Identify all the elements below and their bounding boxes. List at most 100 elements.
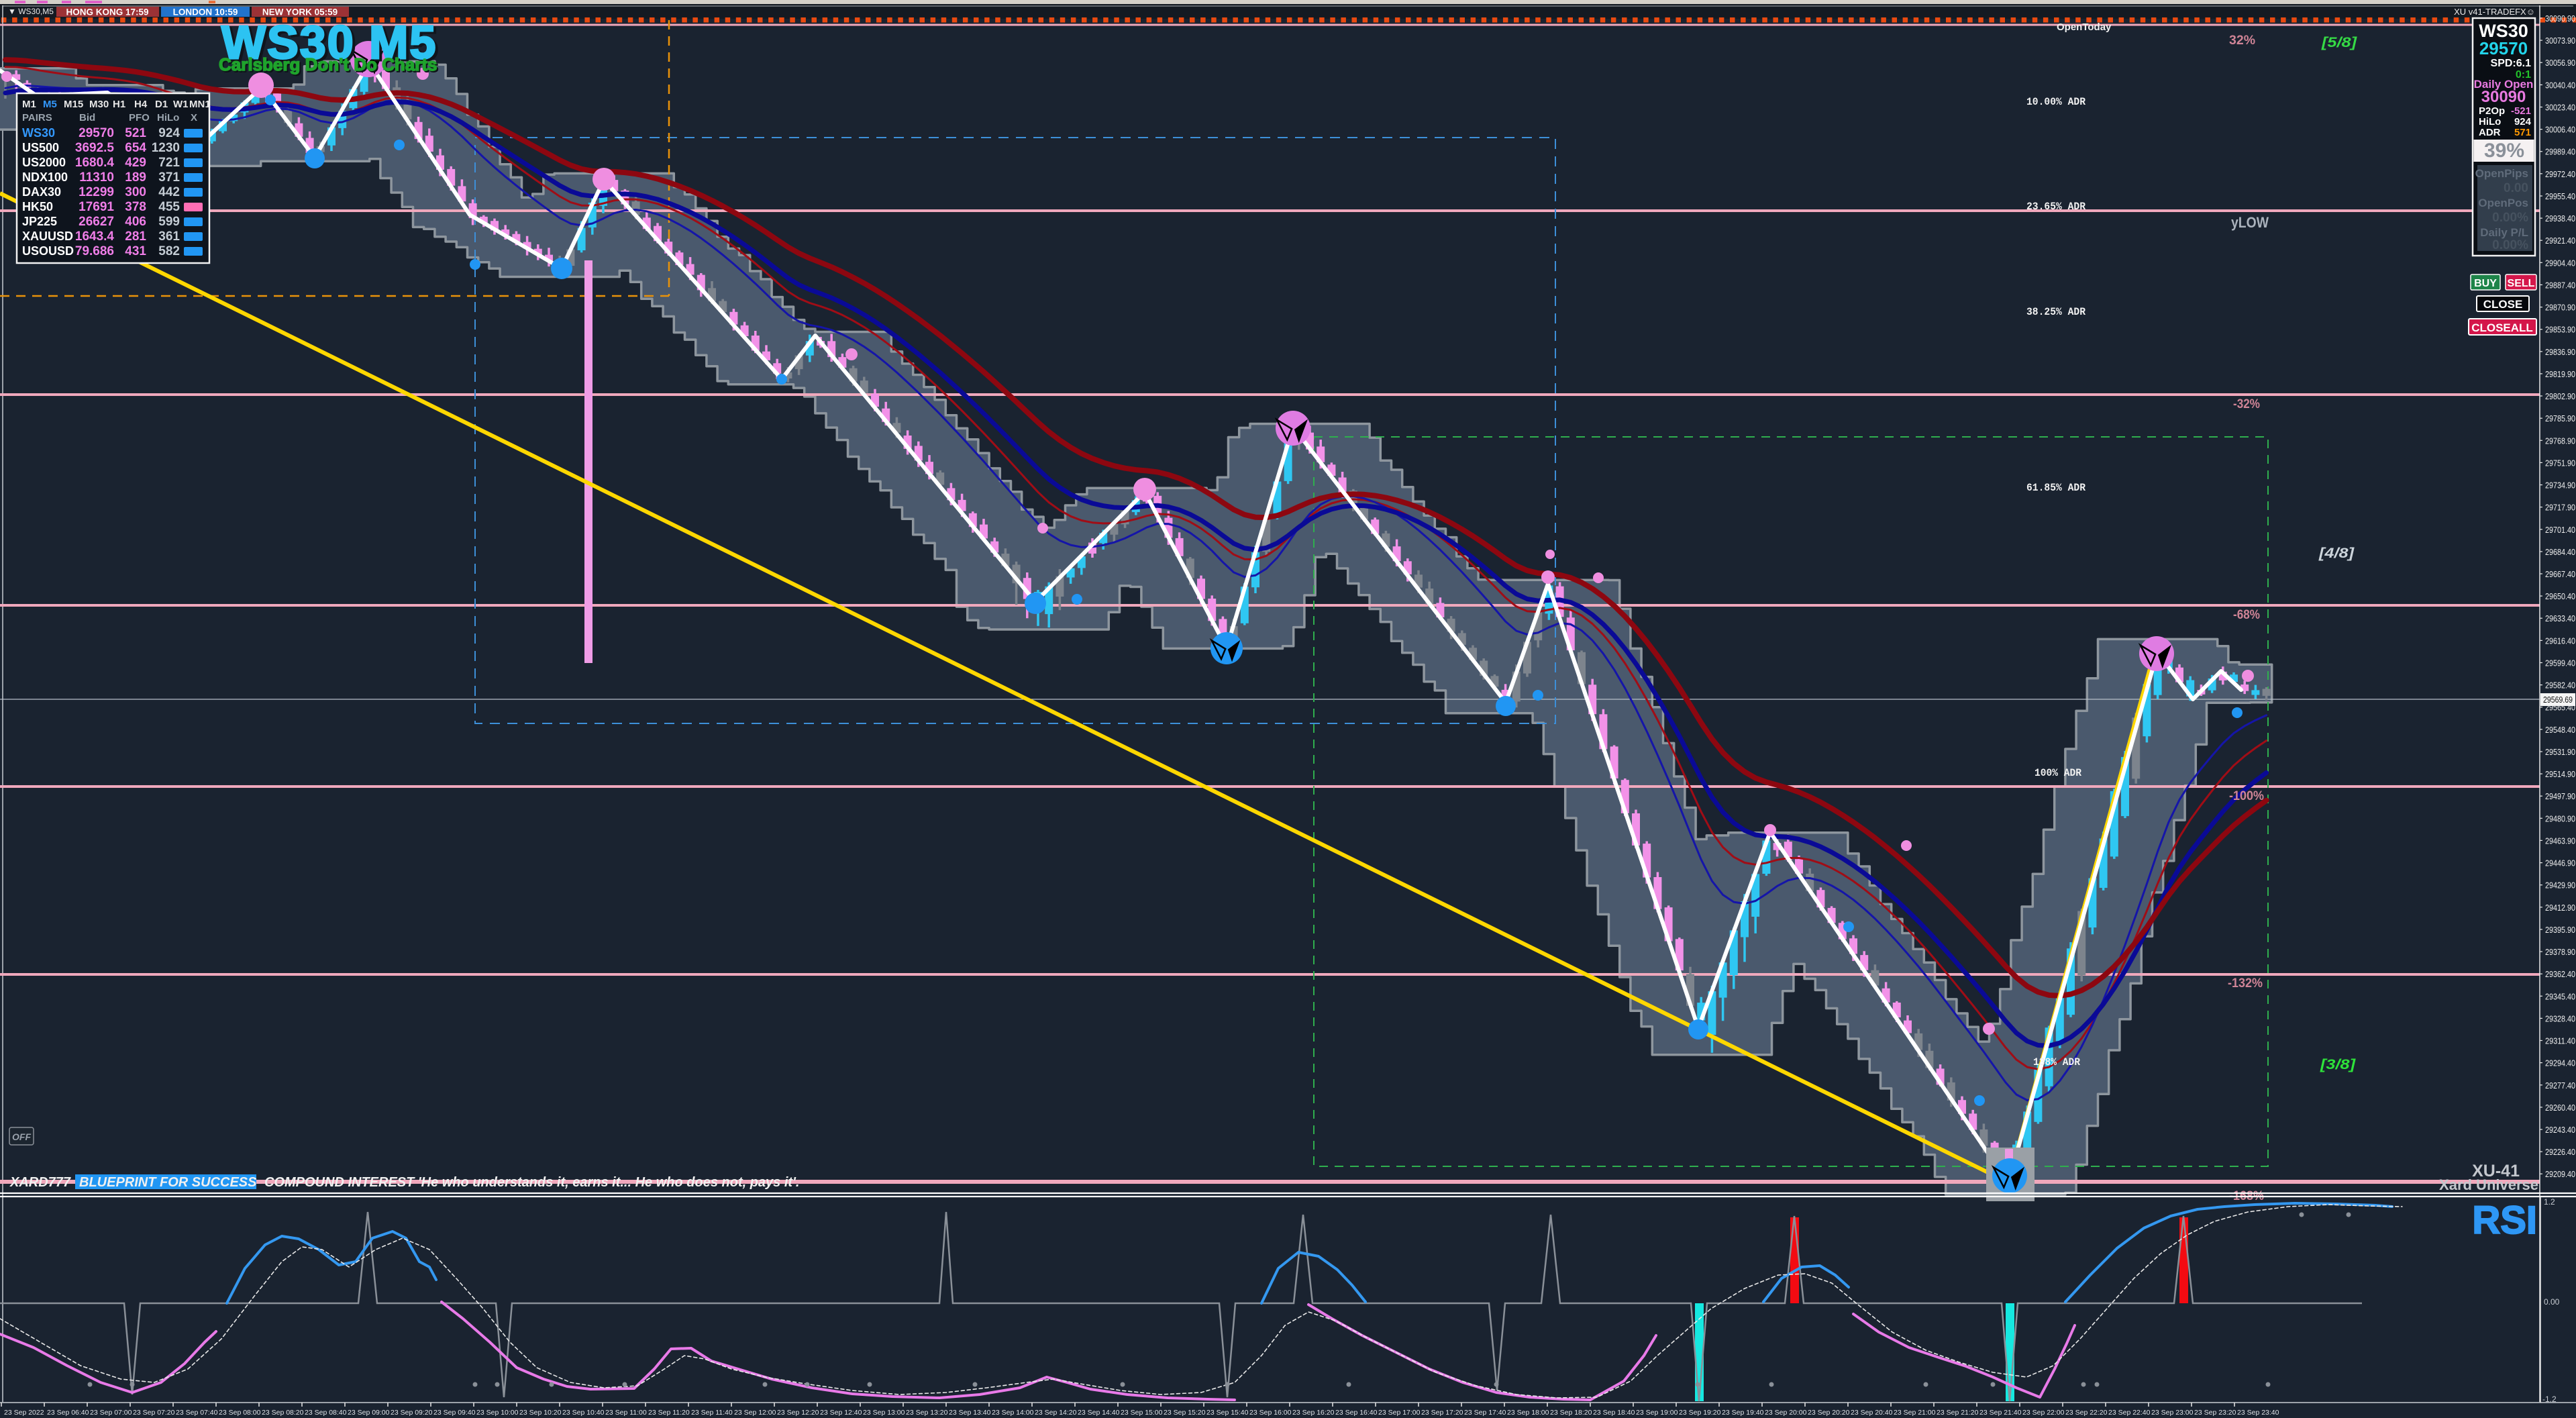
svg-text:11310: 11310	[79, 170, 114, 185]
svg-text:29311.40: 29311.40	[2545, 1037, 2575, 1046]
svg-text:23 Sep 12:00: 23 Sep 12:00	[734, 1409, 776, 1417]
svg-text:29599.40: 29599.40	[2545, 658, 2575, 668]
svg-text:▼ WS30,M5: ▼ WS30,M5	[8, 7, 54, 16]
svg-text:29531.90: 29531.90	[2545, 748, 2575, 757]
svg-text:LONDON 10:59: LONDON 10:59	[173, 7, 238, 17]
svg-text:29395.90: 29395.90	[2545, 925, 2575, 935]
svg-text:HONG KONG 17:59: HONG KONG 17:59	[66, 7, 148, 17]
svg-text:H1: H1	[113, 99, 125, 110]
svg-text:29548.40: 29548.40	[2545, 725, 2575, 735]
svg-text:23 Sep 16:40: 23 Sep 16:40	[1335, 1409, 1378, 1417]
svg-text:10.00% ADR: 10.00% ADR	[2026, 96, 2085, 108]
svg-text:189: 189	[125, 170, 146, 185]
svg-text:BUY: BUY	[2474, 278, 2497, 289]
svg-text:Xard Universe: Xard Universe	[2439, 1176, 2538, 1193]
svg-text:29734.90: 29734.90	[2545, 481, 2575, 491]
svg-text:23 Sep 18:40: 23 Sep 18:40	[1593, 1409, 1635, 1417]
svg-text:WS30: WS30	[2479, 21, 2528, 41]
svg-text:29294.40: 29294.40	[2545, 1059, 2575, 1068]
svg-text:P2Op: P2Op	[2479, 105, 2505, 117]
svg-text:BLUEPRINT FOR SUCCESS: BLUEPRINT FOR SUCCESS	[79, 1175, 257, 1190]
svg-text:W1: W1	[173, 99, 189, 110]
svg-text:-68%: -68%	[2233, 607, 2260, 622]
svg-text:23 Sep 21:20: 23 Sep 21:20	[1937, 1409, 1979, 1417]
svg-text:-1.2: -1.2	[2542, 1395, 2557, 1404]
svg-text:-521: -521	[2511, 105, 2531, 117]
svg-text:23 Sep 17:40: 23 Sep 17:40	[1464, 1409, 1506, 1417]
svg-text:599: 599	[158, 215, 180, 229]
svg-text:NEW YORK 05:59: NEW YORK 05:59	[262, 7, 338, 17]
svg-text:COMPOUND INTEREST 'He who und: COMPOUND INTEREST 'He who understands it…	[264, 1175, 799, 1190]
svg-text:DAX30: DAX30	[22, 185, 61, 199]
svg-text:XU v41-TRADEFX☺: XU v41-TRADEFX☺	[2454, 7, 2535, 17]
svg-text:-32%: -32%	[2233, 397, 2260, 411]
svg-text:29921.40: 29921.40	[2545, 236, 2575, 246]
svg-text:29463.90: 29463.90	[2545, 836, 2575, 846]
svg-text:0.00%: 0.00%	[2492, 238, 2528, 252]
svg-text:23 Sep 09:40: 23 Sep 09:40	[433, 1409, 476, 1417]
svg-text:M1: M1	[22, 99, 36, 110]
svg-text:654: 654	[125, 141, 146, 155]
svg-text:23 Sep 23:20: 23 Sep 23:20	[2194, 1409, 2236, 1417]
svg-text:23 Sep 10:20: 23 Sep 10:20	[519, 1409, 562, 1417]
svg-text:29853.90: 29853.90	[2545, 325, 2575, 335]
svg-text:MN1: MN1	[189, 99, 211, 110]
svg-text:29768.90: 29768.90	[2545, 436, 2575, 446]
svg-text:924: 924	[2514, 116, 2532, 128]
svg-text:61.85% ADR: 61.85% ADR	[2026, 482, 2085, 494]
svg-text:WS30: WS30	[22, 126, 55, 140]
svg-text:431: 431	[125, 244, 146, 258]
svg-text:29667.40: 29667.40	[2545, 570, 2575, 579]
svg-text:23 Sep 11:20: 23 Sep 11:20	[648, 1409, 690, 1417]
svg-text:23 Sep 13:20: 23 Sep 13:20	[906, 1409, 948, 1417]
svg-text:29616.40: 29616.40	[2545, 636, 2575, 646]
svg-text:29870.90: 29870.90	[2545, 303, 2575, 313]
svg-text:30056.90: 30056.90	[2545, 58, 2575, 68]
svg-text:29887.40: 29887.40	[2545, 281, 2575, 290]
svg-text:23 Sep 19:00: 23 Sep 19:00	[1636, 1409, 1678, 1417]
svg-text:Carlsberg Don't Do Charts: Carlsberg Don't Do Charts	[219, 54, 437, 74]
svg-text:29972.40: 29972.40	[2545, 170, 2575, 179]
svg-text:23 Sep 08:00: 23 Sep 08:00	[219, 1409, 261, 1417]
svg-text:23 Sep 20:20: 23 Sep 20:20	[1808, 1409, 1850, 1417]
svg-text:23 Sep 12:40: 23 Sep 12:40	[820, 1409, 862, 1417]
svg-text:300: 300	[125, 185, 146, 199]
svg-text:23 Sep 2022: 23 Sep 2022	[4, 1409, 44, 1417]
svg-text:XARD777: XARD777	[9, 1175, 71, 1190]
svg-text:23 Sep 20:40: 23 Sep 20:40	[1851, 1409, 1893, 1417]
svg-text:23 Sep 13:40: 23 Sep 13:40	[949, 1409, 991, 1417]
svg-text:429: 429	[125, 156, 146, 170]
svg-text:23 Sep 19:40: 23 Sep 19:40	[1722, 1409, 1764, 1417]
svg-text:23 Sep 21:00: 23 Sep 21:00	[1894, 1409, 1936, 1417]
svg-text:29819.90: 29819.90	[2545, 370, 2575, 379]
svg-text:H4: H4	[134, 99, 148, 110]
svg-text:23 Sep 15:40: 23 Sep 15:40	[1206, 1409, 1249, 1417]
svg-text:0.00: 0.00	[2544, 1297, 2560, 1307]
svg-text:23 Sep 07:00: 23 Sep 07:00	[90, 1409, 132, 1417]
svg-text:0:1: 0:1	[2516, 69, 2531, 81]
svg-text:371: 371	[158, 170, 180, 185]
svg-text:23 Sep 13:00: 23 Sep 13:00	[863, 1409, 905, 1417]
svg-text:23 Sep 11:00: 23 Sep 11:00	[605, 1409, 647, 1417]
svg-text:1680.4: 1680.4	[75, 156, 115, 170]
svg-text:30006.40: 30006.40	[2545, 125, 2575, 135]
svg-text:HiLo: HiLo	[2479, 116, 2501, 128]
svg-text:29514.90: 29514.90	[2545, 770, 2575, 779]
svg-text:RSI: RSI	[2472, 1199, 2537, 1242]
svg-text:17691: 17691	[79, 200, 114, 214]
svg-text:M30: M30	[89, 99, 109, 110]
svg-text:29904.40: 29904.40	[2545, 258, 2575, 268]
svg-text:23 Sep 23:40: 23 Sep 23:40	[2237, 1409, 2279, 1417]
svg-text:29633.40: 29633.40	[2545, 614, 2575, 623]
svg-text:0.00: 0.00	[2504, 181, 2528, 195]
svg-text:29701.40: 29701.40	[2545, 525, 2575, 535]
svg-text:23 Sep 16:20: 23 Sep 16:20	[1292, 1409, 1335, 1417]
svg-text:29785.90: 29785.90	[2545, 414, 2575, 423]
svg-text:HK50: HK50	[22, 200, 53, 213]
svg-text:29243.40: 29243.40	[2545, 1125, 2575, 1135]
svg-text:29226.40: 29226.40	[2545, 1148, 2575, 1157]
svg-text:30040.40: 30040.40	[2545, 81, 2575, 90]
svg-text:Daily P/L: Daily P/L	[2480, 226, 2528, 239]
svg-text:29569.69: 29569.69	[2543, 695, 2573, 705]
svg-text:281: 281	[125, 230, 146, 244]
